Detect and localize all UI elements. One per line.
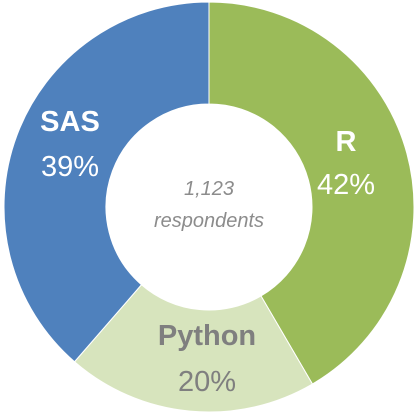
slice-value-sas: 39%	[41, 151, 99, 183]
slice-label-sas: SAS	[40, 106, 100, 138]
slice-labels: R 42% Python 20% SAS 39%	[40, 106, 375, 398]
slice-r	[208, 1, 415, 385]
center-label-line-1: 1,123	[184, 178, 234, 200]
slice-value-r: 42%	[317, 169, 375, 201]
center-label-line-2: respondents	[154, 210, 264, 232]
slice-python	[73, 284, 314, 413]
slice-value-python: 20%	[178, 366, 236, 398]
donut-slices	[3, 1, 415, 413]
slice-sas	[3, 1, 210, 363]
slice-label-r: R	[336, 126, 357, 158]
slice-label-python: Python	[158, 320, 256, 352]
